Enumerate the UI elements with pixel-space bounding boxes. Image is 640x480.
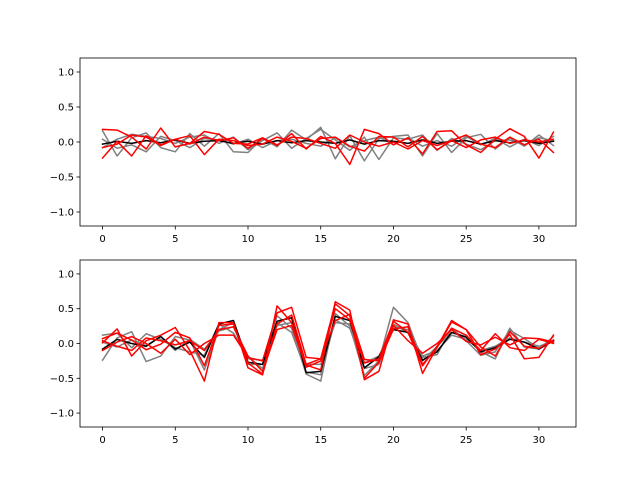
x-tick-label: 10 [242,435,255,446]
x-tick-label: 15 [314,234,327,245]
x-tick-label: 30 [533,435,546,446]
x-tick-label: 20 [387,234,400,245]
series-line-6 [101,134,555,150]
series-line-4 [101,127,555,166]
x-tick-label: 15 [314,435,327,446]
series-line-5 [101,134,555,160]
y-tick-label: 0.0 [58,138,74,149]
series-group [101,126,555,166]
axes-bottom: 0 5 10 15 20 25 30 −1.0 −0.5 0.0 0.5 1.0 [50,259,577,446]
series-line-7 [101,307,555,373]
y-tick-label: −1.0 [50,208,74,219]
y-tick-label: 0.5 [58,103,74,114]
x-tick-label: 25 [460,234,473,245]
y-tick-label: −1.0 [50,409,74,420]
axes-top: 0 5 10 15 20 25 30 −1.0 −0.5 0.0 0.5 1.0 [50,57,577,245]
series-group [101,301,555,382]
y-tick-label: 0.0 [58,339,74,350]
x-tick-label: 25 [460,435,473,446]
x-tick-label: 10 [242,234,255,245]
x-tick-label: 5 [172,435,178,446]
x-tick-label: 20 [387,435,400,446]
x-tick-label: 0 [99,234,105,245]
y-tick-label: −0.5 [50,173,74,184]
y-tick-label: 1.0 [58,269,74,280]
y-tick-label: 1.0 [58,68,74,79]
y-tick-label: 0.5 [58,304,74,315]
x-tick-label: 5 [172,234,178,245]
y-tick-label: −0.5 [50,374,74,385]
x-tick-label: 0 [99,435,105,446]
series-line-6 [101,306,555,362]
x-tick-label: 30 [533,234,546,245]
